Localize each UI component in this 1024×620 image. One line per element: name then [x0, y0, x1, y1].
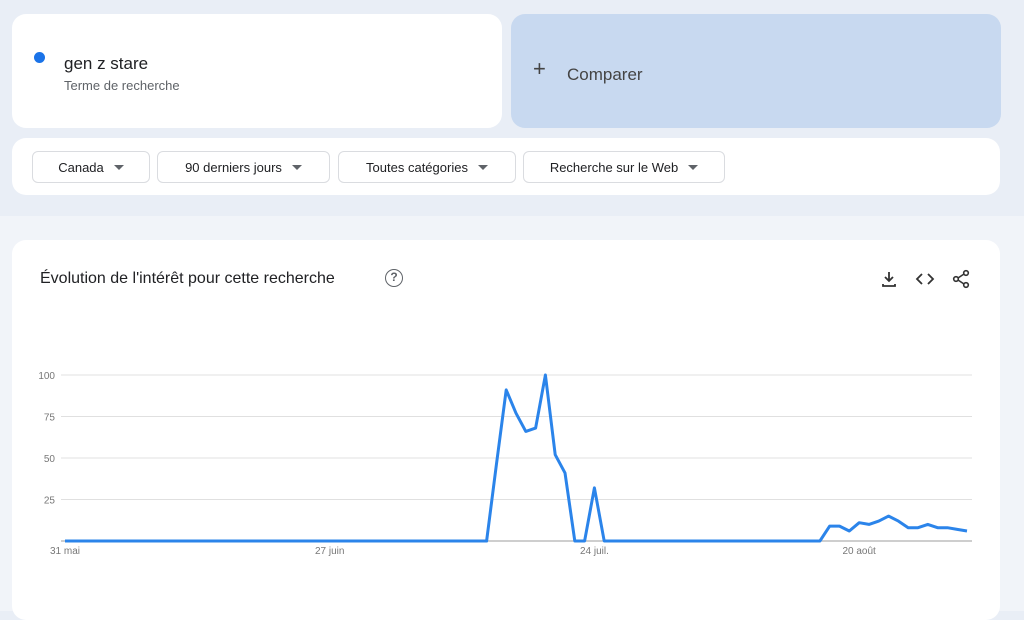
y-tick-label: 75: [44, 413, 56, 424]
y-tick-label: 25: [44, 496, 56, 507]
y-tick-label: 50: [44, 454, 56, 465]
x-tick-label: 31 mai: [50, 546, 80, 557]
x-tick-label: 24 juil.: [580, 546, 609, 557]
x-tick-label: 27 juin: [315, 546, 344, 557]
x-tick-label: 20 août: [842, 546, 876, 557]
y-tick-label: 100: [38, 371, 55, 382]
